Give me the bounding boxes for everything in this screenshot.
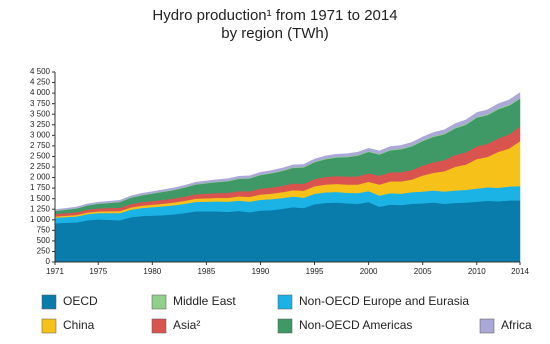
x-tick-label: 1995 xyxy=(306,267,324,276)
legend-swatch xyxy=(277,294,293,310)
chart-title: Hydro production¹ from 1971 to 2014 xyxy=(152,7,397,24)
x-tick-label: 2000 xyxy=(360,267,378,276)
legend-label: OECD xyxy=(63,294,98,308)
legend-swatch xyxy=(277,318,293,334)
y-tick-label: 3 750 xyxy=(30,99,51,108)
y-tick-label: 2 750 xyxy=(30,141,51,150)
y-tick-label: 250 xyxy=(37,247,51,256)
legend-label: Africa xyxy=(501,318,532,332)
y-tick-label: 2 500 xyxy=(30,152,51,161)
y-tick-label: 1 750 xyxy=(30,183,51,192)
y-tick-label: 4 000 xyxy=(30,88,51,97)
legend-label: Non-OECD Americas xyxy=(299,318,412,332)
y-tick-label: 1 250 xyxy=(30,204,51,213)
x-tick-label: 1980 xyxy=(143,267,161,276)
chart-subtitle: by region (TWh) xyxy=(221,25,329,42)
y-tick-label: 4 250 xyxy=(30,78,51,87)
y-tick-label: 2 250 xyxy=(30,162,51,171)
legend-swatch xyxy=(41,294,57,310)
x-tick-label: 1990 xyxy=(252,267,270,276)
x-tick-label: 1985 xyxy=(197,267,215,276)
y-tick-label: 0 xyxy=(46,257,51,266)
legend-label: Middle East xyxy=(173,294,236,308)
x-tick-label: 1971 xyxy=(46,267,64,276)
x-tick-label: 1975 xyxy=(89,267,107,276)
x-tick-label: 2005 xyxy=(414,267,432,276)
y-tick-label: 4 500 xyxy=(30,67,51,76)
x-tick-label: 2014 xyxy=(511,267,529,276)
y-tick-label: 500 xyxy=(37,236,51,245)
y-tick-label: 3 500 xyxy=(30,109,51,118)
y-tick-label: 3 250 xyxy=(30,120,51,129)
legend-label: Non-OECD Europe and Eurasia xyxy=(299,294,469,308)
y-tick-label: 750 xyxy=(37,225,51,234)
legend-label: China xyxy=(63,318,95,332)
y-tick-label: 2 000 xyxy=(30,173,51,182)
y-tick-label: 3 000 xyxy=(30,130,51,139)
legend-swatch xyxy=(479,318,495,334)
legend-swatch xyxy=(151,318,167,334)
legend-swatch xyxy=(151,294,167,310)
y-tick-label: 1 000 xyxy=(30,215,51,224)
x-tick-label: 2010 xyxy=(468,267,486,276)
area xyxy=(54,92,521,211)
legend-swatch xyxy=(41,318,57,334)
legend-label: Asia² xyxy=(173,318,200,332)
y-tick-label: 1 500 xyxy=(30,194,51,203)
